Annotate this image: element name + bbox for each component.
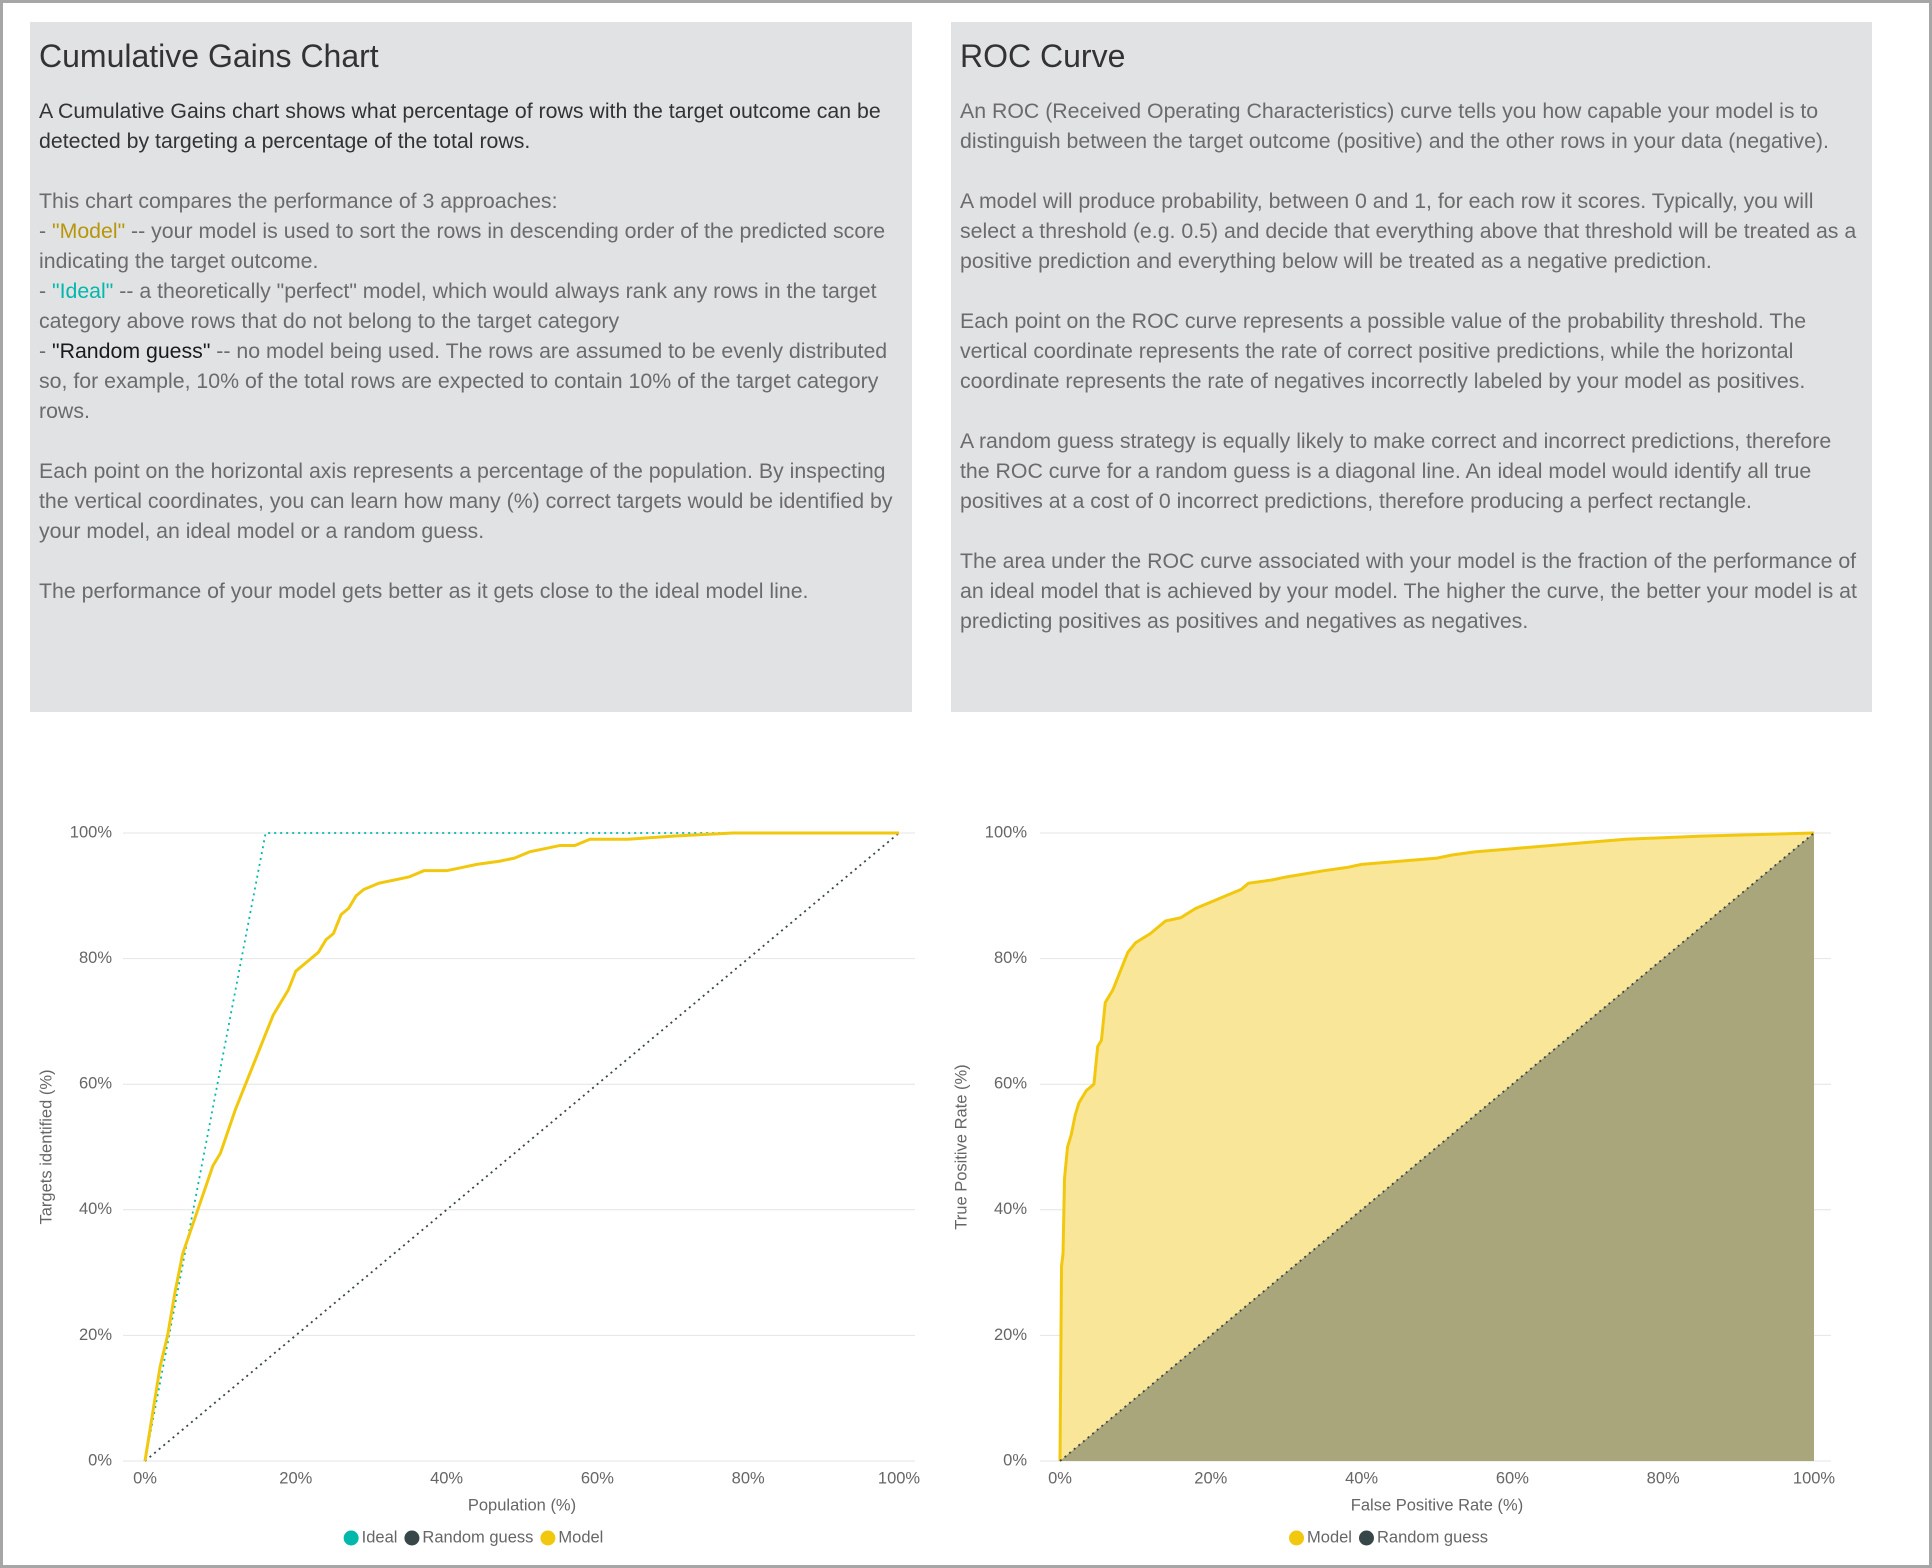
list-item: - "Random guess" -- no model being used.… xyxy=(39,336,902,426)
intro: A Cumulative Gains chart shows what perc… xyxy=(39,99,881,153)
legend-marker xyxy=(540,1530,556,1546)
paragraph: The performance of your model gets bette… xyxy=(39,579,809,603)
panel-title: Cumulative Gains Chart xyxy=(39,38,379,74)
legend-marker xyxy=(343,1530,359,1546)
paragraph: Each point on the horizontal axis repres… xyxy=(39,459,893,543)
legend-marker xyxy=(1358,1530,1374,1546)
item-text: -- your model is used to sort the rows i… xyxy=(39,219,886,273)
x-tick-label: 40% xyxy=(430,1469,463,1487)
y-tick-label: 100% xyxy=(985,823,1028,841)
item-text: -- a theoretically "perfect" model, whic… xyxy=(39,279,877,333)
legend-label: Model xyxy=(1307,1528,1352,1546)
item-marker: - xyxy=(39,339,53,363)
roc-panel: ROC Curve An ROC (Received Operating Cha… xyxy=(951,22,1872,712)
item-name: "Random guess" xyxy=(52,339,211,363)
legend-marker xyxy=(404,1530,420,1546)
paragraph: Each point on the ROC curve represents a… xyxy=(960,309,1807,393)
x-axis-title: Population (%) xyxy=(468,1496,576,1514)
x-tick-label: 0% xyxy=(133,1469,157,1487)
paragraph: A random guess strategy is equally likel… xyxy=(960,429,1832,513)
paragraphs: An ROC (Received Operating Characteristi… xyxy=(960,96,1862,636)
x-tick-label: 100% xyxy=(1793,1469,1836,1487)
x-tick-label: 80% xyxy=(1647,1469,1680,1487)
x-axis-title: False Positive Rate (%) xyxy=(1351,1496,1523,1514)
y-tick-label: 40% xyxy=(994,1200,1027,1218)
x-tick-label: 20% xyxy=(279,1469,312,1487)
y-tick-label: 40% xyxy=(79,1200,112,1218)
x-tick-label: 100% xyxy=(878,1469,921,1487)
legend-label: Random guess xyxy=(1377,1528,1488,1546)
item-name: "Ideal" xyxy=(52,279,114,303)
paragraph: The area under the ROC curve associated … xyxy=(960,549,1857,633)
item-name: "Model" xyxy=(52,219,126,243)
y-tick-label: 60% xyxy=(994,1075,1027,1093)
y-tick-label: 20% xyxy=(79,1326,112,1344)
x-tick-label: 80% xyxy=(732,1469,765,1487)
series-line xyxy=(1058,831,1815,1462)
x-tick-label: 0% xyxy=(1048,1469,1072,1487)
gains-panel: Cumulative Gains Chart A Cumulative Gain… xyxy=(30,22,912,712)
y-axis-title: Targets identified (%) xyxy=(37,1070,55,1225)
item-marker: - xyxy=(39,279,53,303)
series-line xyxy=(1059,832,1815,1462)
y-tick-label: 20% xyxy=(994,1326,1027,1344)
area-fill xyxy=(1060,833,1814,1461)
legend-label: Random guess xyxy=(422,1528,533,1546)
y-tick-label: 100% xyxy=(70,823,113,841)
y-tick-label: 0% xyxy=(88,1451,112,1469)
x-tick-label: 60% xyxy=(581,1469,614,1487)
list-item: - "Ideal" -- a theoretically "perfect" m… xyxy=(39,276,902,336)
list-heading: This chart compares the performance of 3… xyxy=(39,189,558,213)
paragraph: An ROC (Received Operating Characteristi… xyxy=(960,99,1829,153)
y-axis-title: True Positive Rate (%) xyxy=(952,1064,970,1229)
x-tick-label: 40% xyxy=(1345,1469,1378,1487)
item-marker: - xyxy=(39,219,53,243)
series-line xyxy=(143,831,899,1462)
list-item: - "Model" -- your model is used to sort … xyxy=(39,216,902,276)
y-tick-label: 80% xyxy=(79,949,112,967)
legend-label: Model xyxy=(558,1528,603,1546)
panel-title: ROC Curve xyxy=(960,38,1126,74)
x-tick-label: 60% xyxy=(1496,1469,1529,1487)
legend-label: Ideal xyxy=(362,1528,398,1546)
y-tick-label: 60% xyxy=(79,1075,112,1093)
approach-list: This chart compares the performance of 3… xyxy=(39,186,902,426)
items: - "Model" -- your model is used to sort … xyxy=(39,216,902,426)
y-tick-label: 0% xyxy=(1003,1451,1027,1469)
y-tick-label: 80% xyxy=(994,949,1027,967)
paragraphs: Each point on the horizontal axis repres… xyxy=(39,456,902,606)
legend-marker xyxy=(1289,1530,1305,1546)
series-line xyxy=(144,832,900,1462)
paragraph: A model will produce probability, betwee… xyxy=(960,189,1857,273)
item-text: -- no model being used. The rows are ass… xyxy=(39,339,888,423)
x-tick-label: 20% xyxy=(1194,1469,1227,1487)
